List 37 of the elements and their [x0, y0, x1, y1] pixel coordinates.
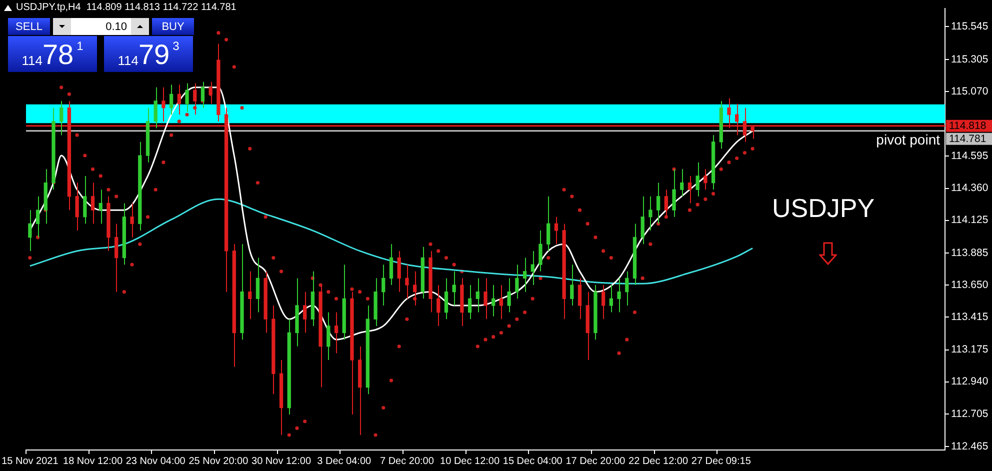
x-tick-label: 27 Dec 09:15: [691, 456, 752, 467]
chart-title: USDJPY.tp,H4 114.809 114.813 114.722 114.781: [16, 2, 236, 13]
line-series: [29, 198, 754, 284]
x-tick-label: 25 Nov 20:00: [188, 456, 249, 467]
ref-line-label: 114.818: [949, 120, 986, 132]
y-tick-label: 113.885: [951, 246, 988, 259]
x-tick-label: 17 Dec 20:00: [566, 456, 626, 467]
annotation: 11478$^{1}$: [22, 38, 84, 70]
x-tick-label: 15 Nov 2021: [2, 456, 59, 467]
x-tick-label: 22 Dec 12:00: [628, 456, 688, 467]
y-tick-label: 115.545: [951, 20, 988, 33]
annotation: pivot point: [876, 132, 940, 148]
annotation: 11479$^{3}$: [118, 38, 180, 70]
y-tick-label: 113.415: [951, 310, 988, 323]
ref-line-label: 114.781: [949, 133, 986, 146]
y-tick-label: 113.650: [951, 278, 988, 291]
y-tick-label: 112.940: [951, 376, 988, 388]
y-tick-label: 113.175: [951, 344, 988, 356]
x-tick-label: 30 Nov 12:00: [252, 456, 312, 467]
y-tick-label: 114.595: [951, 150, 988, 162]
y-tick-label: 115.070: [951, 85, 988, 98]
y-tick-label: 112.465: [951, 440, 988, 452]
y-tick-label: 112.705: [951, 408, 988, 420]
x-tick-label: 7 Dec 20:00: [380, 456, 434, 467]
x-tick-label: 15 Dec 04:00: [502, 456, 563, 467]
annotation: SELL: [8, 18, 50, 35]
annotation: BUY: [152, 18, 194, 35]
annotation: 0.10: [104, 20, 128, 32]
y-tick-label: 114.360: [951, 182, 988, 194]
annotation: USDJPY: [772, 193, 875, 224]
y-tick-label: 115.305: [951, 53, 988, 66]
line-series: [29, 86, 754, 340]
x-tick-label: 18 Nov 12:00: [63, 456, 123, 467]
x-tick-label: 10 Dec 12:00: [440, 456, 500, 467]
y-tick-label: 114.125: [951, 214, 988, 226]
x-tick-label: 3 Dec 04:00: [317, 456, 372, 467]
x-tick-label: 23 Nov 04:00: [126, 456, 186, 467]
